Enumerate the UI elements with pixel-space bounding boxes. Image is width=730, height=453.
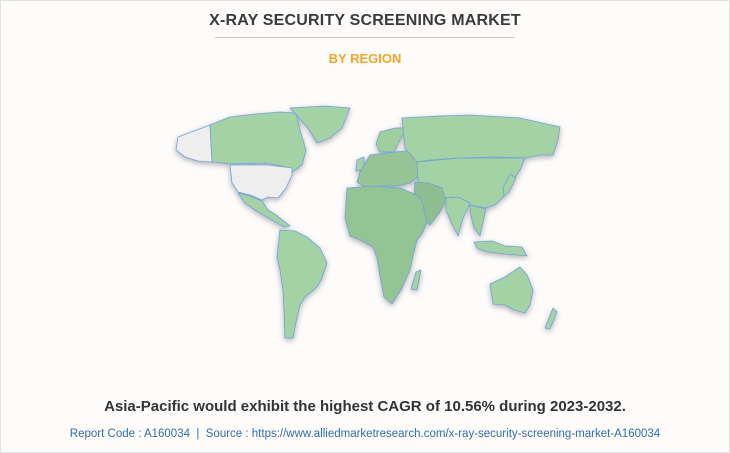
region-new-zealand bbox=[544, 307, 558, 330]
region-canada bbox=[209, 111, 307, 173]
region-south-america bbox=[276, 229, 328, 339]
page-title: X-RAY SECURITY SCREENING MARKET bbox=[209, 12, 521, 29]
region-japan bbox=[502, 173, 517, 197]
region-scandinavia bbox=[375, 127, 407, 153]
title-divider bbox=[215, 37, 515, 38]
region-australia bbox=[489, 266, 534, 314]
region-madagascar bbox=[410, 269, 422, 291]
region-greenland bbox=[289, 105, 351, 144]
region-russia bbox=[401, 114, 561, 163]
region-europe bbox=[356, 149, 421, 189]
region-alaska bbox=[175, 124, 213, 163]
region-united-states bbox=[229, 164, 293, 201]
page-subtitle: BY REGION bbox=[328, 51, 402, 66]
source-line[interactable]: Report Code : A160034 | Source : https:/… bbox=[69, 428, 661, 440]
region-india bbox=[445, 196, 471, 237]
region-africa bbox=[344, 185, 428, 305]
cagr-caption: Asia-Pacific would exhibit the highest C… bbox=[104, 398, 626, 415]
region-mexico-central-america bbox=[237, 192, 291, 228]
region-southeast-asia bbox=[469, 204, 487, 237]
region-indonesia bbox=[473, 240, 528, 257]
